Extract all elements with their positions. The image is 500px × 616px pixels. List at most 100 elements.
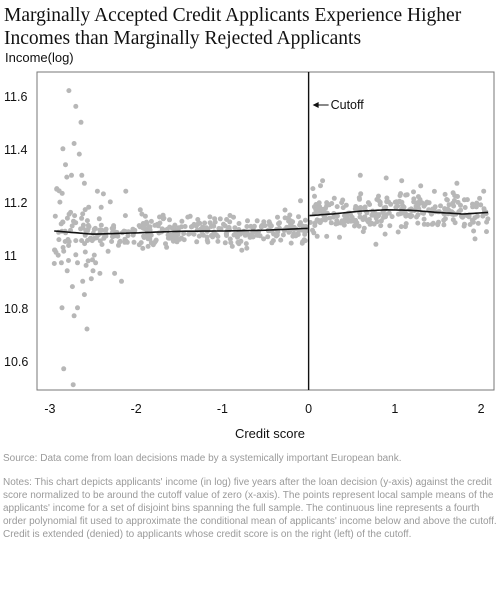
- data-point: [356, 195, 362, 201]
- data-point: [403, 221, 409, 227]
- data-point: [52, 247, 58, 253]
- data-point: [415, 200, 421, 206]
- data-point: [76, 151, 82, 157]
- data-point: [367, 202, 373, 207]
- data-point: [273, 233, 279, 239]
- data-point: [384, 199, 390, 205]
- data-point: [398, 224, 404, 230]
- data-point: [117, 239, 123, 245]
- data-point: [207, 214, 213, 220]
- data-point: [56, 237, 62, 243]
- data-point: [170, 225, 176, 231]
- data-point: [78, 226, 84, 232]
- data-point: [103, 226, 109, 232]
- data-point: [358, 191, 364, 197]
- data-point: [258, 224, 264, 230]
- data-points: [51, 88, 491, 388]
- data-point: [81, 292, 87, 298]
- data-point: [312, 223, 318, 228]
- data-point: [96, 216, 102, 222]
- data-point: [334, 204, 340, 210]
- data-point: [470, 219, 476, 225]
- data-point: [340, 197, 346, 203]
- data-point: [86, 204, 92, 210]
- data-point: [222, 240, 228, 246]
- data-point: [82, 249, 88, 255]
- data-point: [172, 234, 177, 240]
- data-point: [445, 206, 451, 212]
- data-point: [84, 326, 90, 332]
- data-point: [170, 238, 176, 244]
- data-point: [383, 214, 388, 220]
- data-point: [380, 209, 386, 215]
- data-point: [455, 199, 461, 205]
- data-point: [310, 227, 315, 233]
- data-point: [474, 200, 480, 206]
- data-point: [63, 162, 68, 168]
- data-point: [472, 215, 478, 221]
- data-point: [181, 231, 187, 236]
- y-tick-label: 11.4: [4, 143, 27, 157]
- data-point: [320, 178, 326, 184]
- data-point: [383, 204, 389, 210]
- data-point: [310, 186, 316, 192]
- data-point: [324, 233, 330, 239]
- data-point: [197, 220, 203, 226]
- data-point: [179, 235, 184, 241]
- y-tick-label: 11.6: [4, 90, 27, 104]
- data-point: [472, 236, 478, 242]
- data-point: [52, 213, 58, 219]
- data-point: [72, 213, 78, 219]
- data-point: [424, 199, 430, 205]
- data-point: [69, 223, 75, 229]
- data-point: [341, 222, 347, 228]
- data-point: [60, 219, 66, 225]
- data-point: [71, 218, 76, 224]
- data-point: [297, 222, 303, 228]
- data-point: [79, 172, 85, 178]
- data-point: [330, 214, 336, 220]
- data-point: [282, 215, 288, 221]
- data-point: [86, 224, 92, 230]
- data-point: [415, 194, 421, 200]
- data-point: [79, 238, 85, 244]
- data-point: [248, 223, 254, 229]
- data-point: [319, 207, 325, 212]
- data-point: [316, 218, 322, 224]
- chart-title: Marginally Accepted Credit Applicants Ex…: [4, 5, 462, 49]
- data-point: [195, 217, 201, 222]
- data-point: [78, 119, 84, 125]
- data-point: [160, 216, 166, 222]
- data-point: [244, 224, 250, 229]
- data-point: [216, 226, 222, 231]
- data-point: [462, 205, 468, 210]
- data-point: [69, 172, 74, 178]
- data-point: [139, 211, 145, 217]
- x-tick-label: 1: [391, 402, 398, 416]
- data-point: [90, 257, 95, 263]
- data-point: [125, 233, 131, 239]
- x-tick-label: 0: [305, 402, 312, 416]
- data-point: [278, 237, 284, 243]
- data-point: [326, 202, 332, 208]
- data-point: [302, 231, 308, 237]
- data-point: [356, 223, 362, 229]
- data-point: [261, 219, 267, 225]
- data-point: [471, 228, 477, 234]
- data-point: [62, 239, 68, 244]
- data-point: [461, 197, 467, 203]
- data-point: [389, 214, 395, 220]
- data-point: [97, 270, 103, 276]
- data-point: [215, 238, 221, 244]
- data-point: [484, 229, 489, 235]
- data-point: [75, 260, 80, 266]
- data-point: [68, 209, 74, 215]
- data-point: [107, 199, 113, 205]
- data-point: [131, 239, 137, 245]
- data-point: [64, 174, 70, 180]
- data-point: [388, 201, 394, 207]
- data-point: [85, 258, 91, 264]
- data-point: [477, 195, 483, 201]
- data-point: [179, 218, 185, 224]
- data-point: [187, 213, 193, 219]
